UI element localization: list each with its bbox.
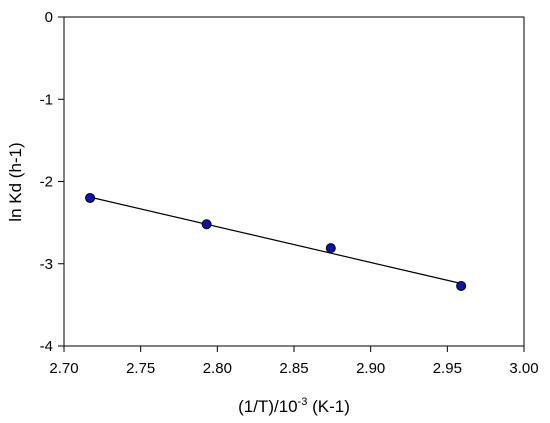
x-tick-label: 2.75 [126, 360, 155, 377]
x-tick-label: 3.00 [509, 360, 538, 377]
x-axis-title-suffix: (K-1) [307, 397, 350, 416]
y-tick-label: -4 [40, 338, 53, 355]
plot-frame [63, 16, 525, 347]
series-layer [85, 192, 467, 291]
x-tick-label: 2.90 [356, 360, 385, 377]
x-tick-label: 2.70 [49, 360, 78, 377]
data-point [85, 192, 96, 203]
y-tick-label: -3 [40, 256, 53, 273]
plot-area [63, 16, 525, 347]
data-point [201, 219, 212, 230]
y-tick-label: -2 [40, 174, 53, 191]
x-axis-title: (1/T)/10-3 (K-1) [238, 396, 350, 416]
regression-line [89, 196, 462, 285]
x-axis-title-main: (1/T)/10 [238, 397, 298, 416]
x-tick-label: 2.95 [433, 360, 462, 377]
y-tick-label: -1 [40, 91, 53, 108]
data-point [325, 243, 336, 254]
x-axis-title-superscript: -3 [298, 396, 308, 408]
data-point [456, 280, 467, 291]
y-tick-label: 0 [45, 9, 53, 26]
x-tick-label: 2.85 [279, 360, 308, 377]
y-axis-title: ln Kd (h-1) [6, 142, 25, 221]
y-axis: 0 -1 -2 -3 -4 [40, 9, 64, 355]
x-tick-label: 2.80 [203, 360, 232, 377]
x-axis: 2.70 2.75 2.80 2.85 2.90 2.95 3.00 [49, 346, 539, 377]
